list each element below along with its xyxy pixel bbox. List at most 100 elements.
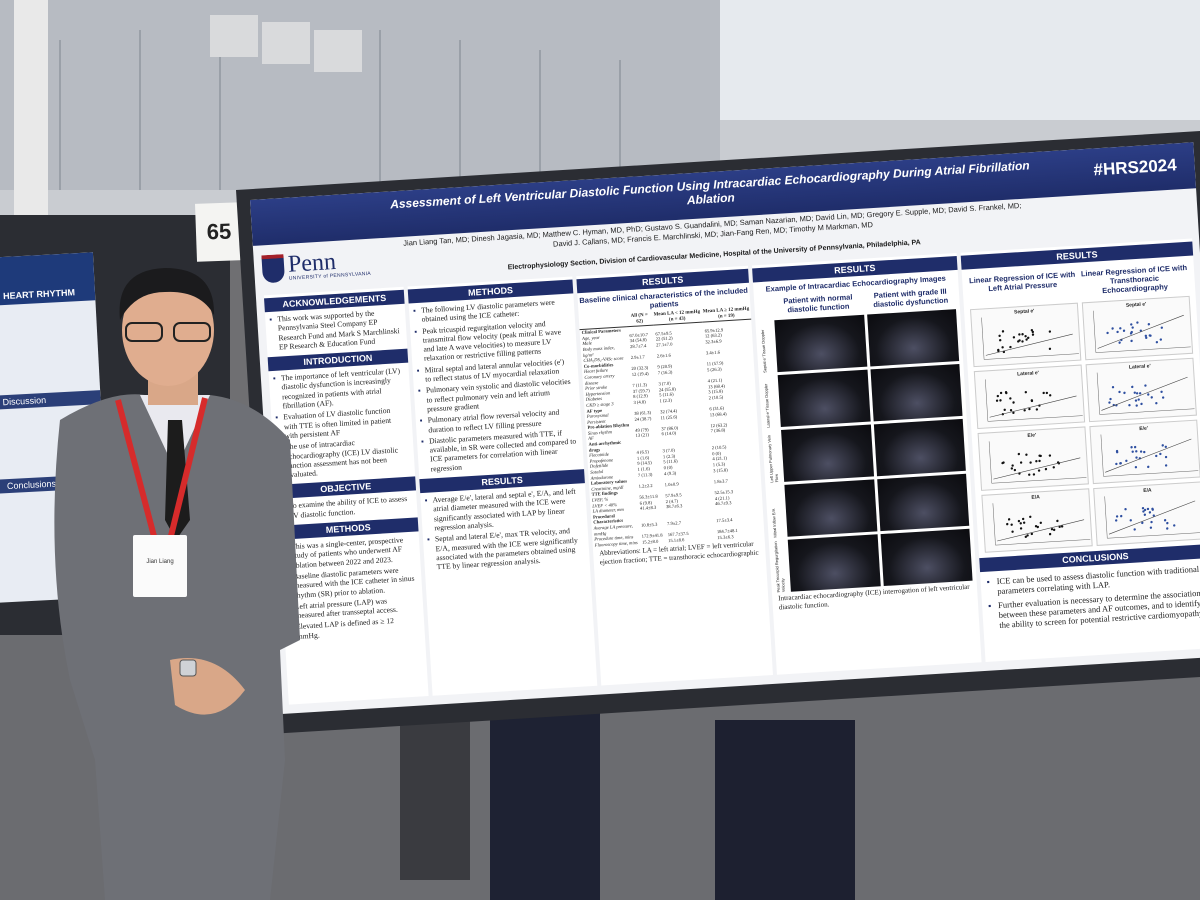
dot — [1173, 524, 1176, 527]
dot — [1145, 336, 1148, 339]
dot — [1024, 535, 1028, 538]
dot — [1124, 507, 1127, 511]
dot — [1143, 450, 1146, 454]
dot — [1119, 327, 1122, 330]
axis — [1104, 496, 1108, 539]
axis — [991, 477, 1087, 484]
dot — [1012, 411, 1015, 415]
trend-line — [1108, 500, 1196, 535]
scatter-plot: Septal e' — [970, 302, 1082, 368]
trend-line — [985, 333, 1073, 356]
scatter-plot: Lateral e' — [1085, 357, 1197, 423]
dot — [1144, 384, 1147, 387]
dot — [1029, 461, 1032, 464]
dot — [1115, 462, 1118, 466]
dot — [1155, 401, 1158, 405]
hair — [119, 268, 215, 320]
dot — [1147, 465, 1150, 469]
plot-drawing — [1093, 310, 1191, 353]
dot — [1152, 514, 1155, 517]
dot — [1137, 398, 1140, 401]
dot — [1037, 469, 1041, 472]
dot — [995, 399, 999, 402]
dot — [1024, 390, 1028, 394]
dot — [1130, 339, 1133, 343]
plot-drawing — [1096, 372, 1195, 415]
name-badge: Jian Liang — [133, 535, 187, 597]
dot — [1151, 507, 1154, 511]
dot — [1134, 466, 1138, 469]
dot — [1021, 517, 1025, 521]
dot — [1035, 408, 1039, 411]
dot — [1019, 461, 1023, 464]
plot-drawing — [1104, 496, 1200, 539]
dot — [1148, 511, 1152, 514]
fan — [210, 15, 258, 57]
dot — [1052, 466, 1055, 469]
plot-drawing — [992, 503, 1091, 546]
trend-line — [1105, 438, 1192, 473]
axis — [1100, 434, 1104, 477]
dot — [1149, 526, 1153, 529]
dot — [1118, 390, 1121, 394]
dot — [1019, 522, 1022, 525]
dot — [1053, 528, 1056, 532]
dot — [1159, 452, 1162, 456]
dot — [1021, 333, 1024, 336]
dot — [1001, 461, 1004, 465]
dot — [1039, 521, 1042, 524]
dot — [1031, 330, 1035, 334]
dot — [1116, 330, 1119, 334]
scatter-plot: Lateral e' — [973, 364, 1086, 430]
dot — [1026, 534, 1029, 537]
dot — [1130, 323, 1133, 326]
dot — [1114, 519, 1118, 522]
dot — [1125, 459, 1128, 463]
dot — [1109, 397, 1112, 401]
dot — [1024, 334, 1027, 338]
visitor-legs — [490, 700, 600, 900]
dot — [1019, 527, 1023, 530]
dot — [999, 339, 1002, 342]
scatter-plot: Septal e' — [1081, 295, 1194, 361]
dot — [1023, 409, 1026, 412]
plot-grid: Septal e' Septal e' Lateral e' Lateral e' E/… — [964, 293, 1200, 555]
dot — [1148, 334, 1151, 337]
dot — [1163, 519, 1167, 522]
dot — [1131, 385, 1134, 389]
dot — [1131, 326, 1134, 329]
dot — [1144, 334, 1148, 337]
dot — [1034, 525, 1038, 528]
scatter-plot: E/e' — [977, 426, 1089, 491]
dot — [1135, 456, 1138, 459]
dot — [1142, 510, 1145, 513]
axis — [988, 441, 992, 484]
dot — [1038, 459, 1041, 463]
scatter-plot: E/A — [1093, 481, 1200, 546]
fan — [262, 22, 310, 64]
dot — [1009, 409, 1013, 412]
pillar — [14, 0, 48, 230]
dot — [1160, 326, 1164, 329]
trend-line — [993, 457, 1081, 480]
dot — [1018, 333, 1021, 336]
dot — [1010, 523, 1013, 526]
plot-drawing — [1100, 434, 1199, 477]
visitor-legs — [715, 720, 855, 900]
dot — [1012, 336, 1016, 339]
dot — [1161, 396, 1165, 399]
dot — [1139, 450, 1143, 453]
dot — [1123, 391, 1126, 395]
dot — [1050, 528, 1054, 531]
axis — [985, 379, 989, 422]
dot — [1036, 525, 1040, 529]
tie — [165, 420, 190, 540]
dot — [1146, 507, 1150, 511]
dot — [1058, 525, 1061, 529]
axis — [1107, 532, 1200, 539]
dot — [1164, 445, 1167, 449]
dot — [1048, 330, 1052, 333]
trend-line — [989, 395, 1077, 418]
